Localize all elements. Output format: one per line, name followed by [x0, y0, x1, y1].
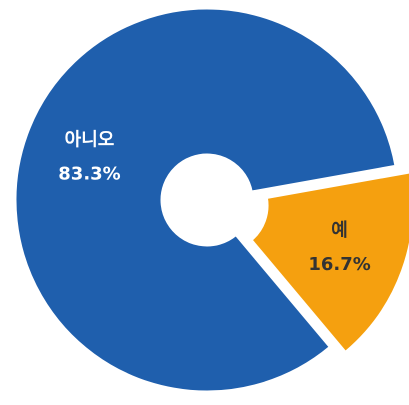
slice-value-label: 83.3%	[58, 163, 120, 184]
slice-name: 아니오	[65, 129, 115, 150]
slice-name: 예	[331, 220, 348, 241]
slice-value-label: 16.7%	[308, 254, 370, 275]
pie-slice	[13, 6, 398, 394]
pie-slice	[248, 170, 409, 355]
